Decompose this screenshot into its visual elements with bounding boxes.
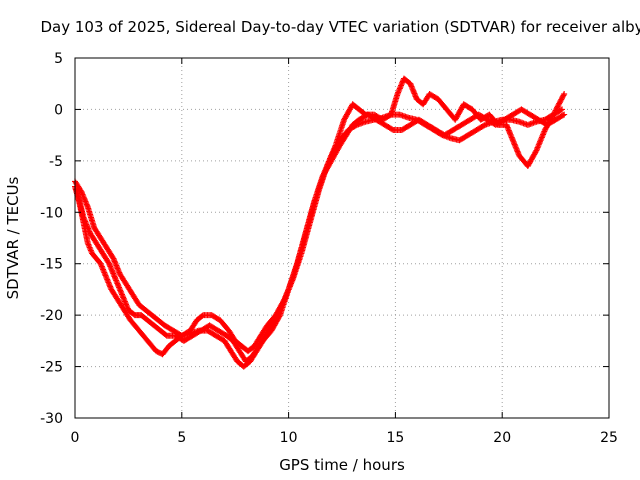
series-group: [74, 106, 568, 365]
y-tick-label: 0: [54, 102, 63, 118]
data-point: [561, 111, 568, 118]
x-tick-label: 20: [493, 430, 511, 446]
y-tick-label: -10: [40, 205, 63, 221]
data-point: [561, 91, 568, 97]
chart-title: Day 103 of 2025, Sidereal Day-to-day VTE…: [40, 18, 640, 36]
x-tick-label: 10: [280, 430, 298, 446]
data-point: [109, 254, 116, 261]
data-point: [480, 122, 487, 129]
y-tick-label: -25: [40, 360, 63, 376]
x-tick-label: 25: [600, 430, 618, 446]
x-tick-label: 15: [386, 430, 404, 446]
x-axis-label: GPS time / hours: [279, 456, 405, 474]
series-group: [72, 75, 568, 355]
x-tick-label: 0: [71, 430, 80, 446]
data-point: [532, 148, 539, 155]
data-point: [77, 187, 84, 194]
x-tick-label: 5: [177, 430, 186, 446]
y-tick-label: 5: [54, 51, 63, 67]
y-tick-label: -15: [40, 257, 63, 273]
data-point: [557, 107, 564, 114]
y-tick-label: -30: [40, 411, 63, 427]
y-axis-label: SDTVAR / TECUs: [4, 176, 22, 299]
axis-ticks: 0 5 10 15 20 25 -30 -25 -20 -15 -10 -5 0 5: [40, 51, 618, 446]
data-point: [389, 126, 396, 133]
y-tick-label: -20: [40, 308, 63, 324]
data-point: [559, 106, 566, 113]
y-tick-label: -5: [49, 154, 63, 170]
data-point: [560, 92, 567, 99]
plot-frame: [74, 57, 610, 419]
data-points: [72, 75, 568, 370]
data-point: [276, 308, 283, 315]
data-point: [105, 259, 112, 266]
series-group: [72, 106, 566, 370]
data-point: [559, 112, 566, 119]
